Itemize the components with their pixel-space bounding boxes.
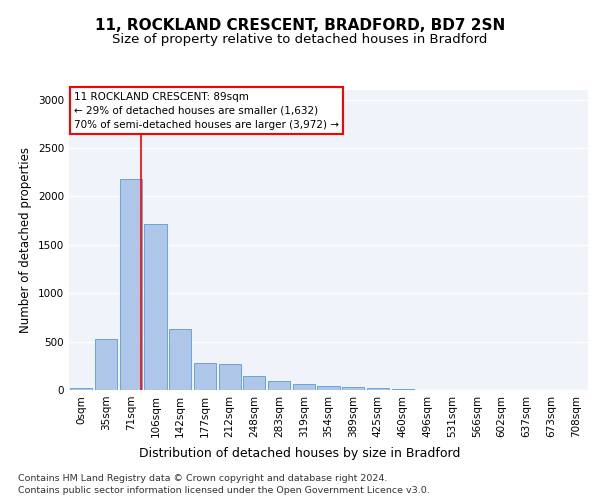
Bar <box>194 364 216 390</box>
Text: Contains public sector information licensed under the Open Government Licence v3: Contains public sector information licen… <box>18 486 430 495</box>
Bar <box>119 178 142 390</box>
Bar <box>293 384 315 390</box>
Text: Size of property relative to detached houses in Bradford: Size of property relative to detached ho… <box>112 32 488 46</box>
Bar <box>169 328 191 390</box>
Text: Contains HM Land Registry data © Crown copyright and database right 2024.: Contains HM Land Registry data © Crown c… <box>18 474 388 483</box>
Bar <box>342 387 364 390</box>
Text: 11, ROCKLAND CRESCENT, BRADFORD, BD7 2SN: 11, ROCKLAND CRESCENT, BRADFORD, BD7 2SN <box>95 18 505 32</box>
Bar <box>317 386 340 390</box>
Bar <box>367 388 389 390</box>
Y-axis label: Number of detached properties: Number of detached properties <box>19 147 32 333</box>
Bar <box>243 376 265 390</box>
Bar <box>145 224 167 390</box>
Text: Distribution of detached houses by size in Bradford: Distribution of detached houses by size … <box>139 448 461 460</box>
Bar <box>95 339 117 390</box>
Bar <box>392 389 414 390</box>
Bar <box>70 388 92 390</box>
Text: 11 ROCKLAND CRESCENT: 89sqm
← 29% of detached houses are smaller (1,632)
70% of : 11 ROCKLAND CRESCENT: 89sqm ← 29% of det… <box>74 92 339 130</box>
Bar <box>268 381 290 390</box>
Bar <box>218 364 241 390</box>
